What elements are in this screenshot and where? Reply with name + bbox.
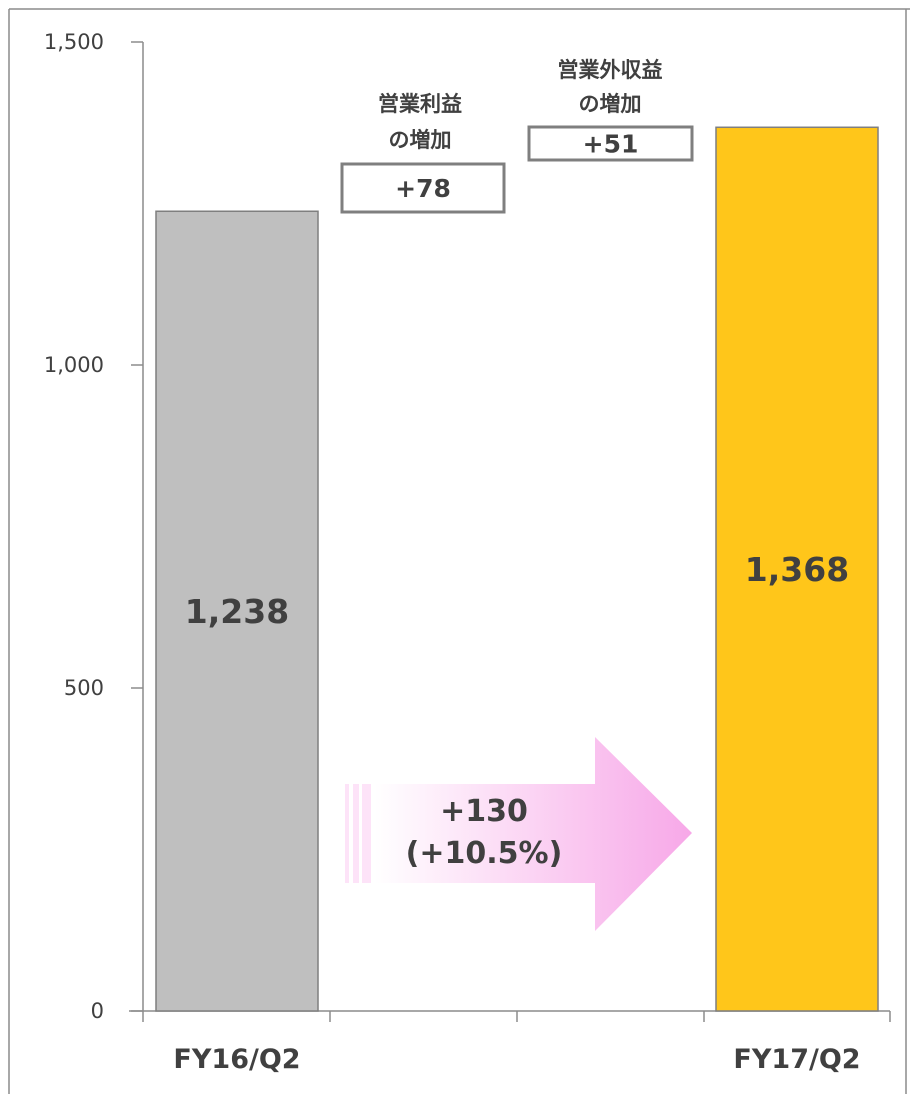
arrow-body — [375, 737, 692, 931]
category-label: FY16/Q2 — [173, 1044, 300, 1075]
arrow-stripe-1 — [345, 784, 349, 883]
category-label: FY17/Q2 — [733, 1044, 860, 1075]
y-tick-label: 500 — [64, 676, 104, 700]
bar-value-label: 1,238 — [185, 592, 289, 631]
annotation-title: 営業利益 — [378, 92, 462, 116]
change-amount: +130 — [440, 794, 528, 829]
bar — [155, 210, 319, 1012]
annotation-subtitle: の増加 — [389, 128, 452, 152]
arrow-stripe-2 — [353, 784, 359, 883]
change-arrow: +130 (+10.5%) — [345, 737, 692, 931]
y-tick-label: 1,000 — [44, 353, 104, 377]
y-tick-label: 0 — [91, 999, 104, 1023]
annotation-box — [527, 125, 694, 162]
arrow-stripe-3 — [362, 784, 371, 883]
y-tick-label: 1,500 — [44, 30, 104, 54]
change-percent: (+10.5%) — [406, 836, 563, 871]
annotation-value: +78 — [395, 174, 451, 203]
bar-value-label: 1,368 — [745, 550, 849, 589]
annotation-title: 営業外収益 — [558, 58, 663, 82]
bar — [715, 126, 879, 1012]
annotation-value: +51 — [583, 130, 639, 159]
annotation-box — [340, 162, 506, 214]
annotation-subtitle: の増加 — [579, 92, 642, 116]
